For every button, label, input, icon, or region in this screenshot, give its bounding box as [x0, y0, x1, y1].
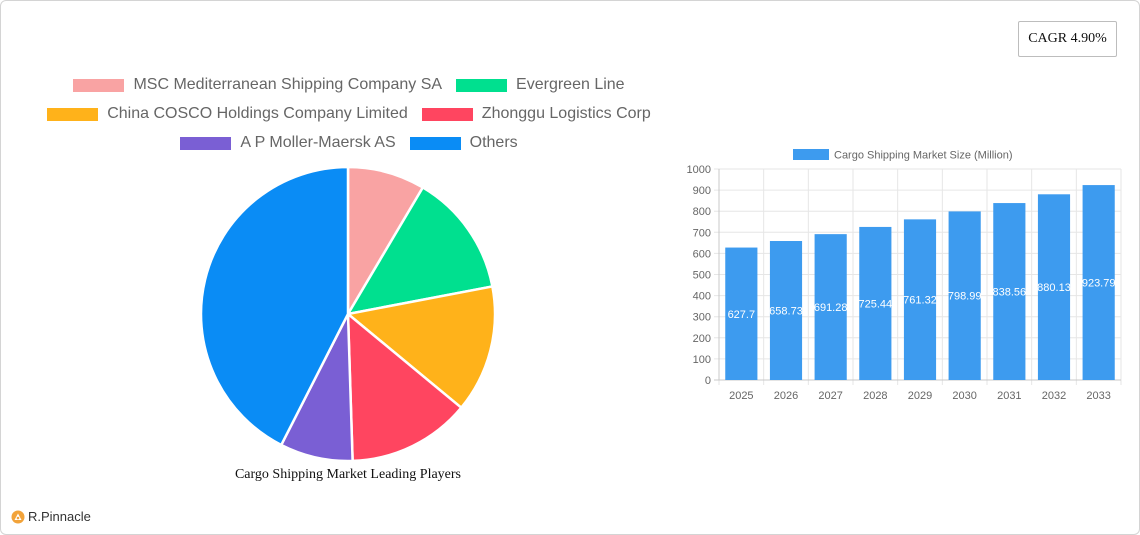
bar[interactable]: [725, 247, 758, 380]
bar[interactable]: [769, 241, 803, 380]
pie-legend-item[interactable]: Others: [409, 134, 518, 152]
legend-swatch: [73, 78, 125, 92]
x-tick-label: 2026: [774, 390, 798, 402]
y-tick-label: 100: [693, 354, 711, 366]
x-tick-label: 2032: [1042, 390, 1066, 402]
pie-legend-item[interactable]: MSC Mediterranean Shipping Company SA: [73, 76, 442, 94]
pie-legend-item[interactable]: Evergreen Line: [456, 76, 625, 94]
bar-legend: Cargo Shipping Market Size (Million): [793, 149, 1013, 162]
y-tick-label: 600: [693, 248, 711, 260]
legend-label: China COSCO Holdings Company Limited: [107, 105, 408, 122]
x-tick-label: 2028: [863, 390, 887, 402]
bar-legend-label: Cargo Shipping Market Size (Million): [834, 150, 1013, 162]
bar-value-label: 923.79: [1082, 278, 1116, 290]
bar[interactable]: [859, 226, 892, 380]
pie-slice[interactable]: [346, 311, 464, 463]
legend-swatch: [409, 136, 461, 150]
bar[interactable]: [1037, 194, 1071, 380]
legend-swatch: [421, 107, 473, 121]
y-tick-label: 300: [693, 312, 711, 324]
legend-swatch: [47, 107, 99, 121]
y-tick-label: 400: [693, 291, 711, 303]
y-tick-label: 800: [693, 206, 711, 218]
brand-logo: R.Pinnacle: [11, 509, 91, 524]
x-tick-label: 2027: [818, 390, 842, 402]
y-tick-label: 700: [693, 227, 711, 239]
bar[interactable]: [1082, 185, 1115, 380]
x-tick-label: 2029: [908, 390, 932, 402]
legend-label: Others: [469, 134, 518, 151]
bar-value-label: 627.7: [728, 309, 756, 321]
pie-legend-row: MSC Mediterranean Shipping Company SA Eve…: [0, 74, 698, 96]
bar-value-label: 838.56: [993, 287, 1027, 299]
bar[interactable]: [993, 203, 1026, 380]
brand-name: R.Pinnacle: [28, 509, 91, 524]
bar-value-label: 798.99: [948, 291, 982, 303]
legend-label: MSC Mediterranean Shipping Company SA: [133, 76, 443, 93]
pie-legend-row: A P Moller-Maersk AS Others: [0, 132, 698, 154]
pinnacle-logo-icon: [11, 510, 25, 523]
pie-slice[interactable]: [199, 165, 350, 447]
bar-value-label: 691.28: [814, 302, 848, 314]
legend-swatch: [180, 136, 232, 150]
y-tick-label: 500: [693, 270, 711, 282]
pie-slice[interactable]: [345, 185, 494, 316]
bar[interactable]: [903, 219, 937, 380]
bar-value-label: 761.32: [903, 295, 937, 307]
x-tick-label: 2031: [997, 390, 1021, 402]
y-tick-label: 200: [693, 333, 711, 345]
legend-label: A P Moller-Maersk AS: [240, 134, 396, 151]
pie-chart-title: Cargo Shipping Market Leading Players: [234, 467, 462, 482]
bar-value-label: 880.13: [1037, 282, 1071, 294]
legend-swatch: [456, 78, 508, 92]
x-tick-label: 2025: [729, 390, 753, 402]
y-tick-label: 0: [705, 375, 711, 387]
pie-slice[interactable]: [345, 284, 497, 410]
bar-legend-swatch: [793, 149, 829, 160]
legend-label: Zhonggu Logistics Corp: [481, 105, 651, 122]
legend-label: Evergreen Line: [516, 76, 625, 93]
pie-legend-item[interactable]: A P Moller-Maersk AS: [180, 134, 396, 152]
pie-legend-item[interactable]: China COSCO Holdings Company Limited: [47, 105, 408, 123]
y-tick-label: 1000: [687, 164, 711, 176]
x-tick-label: 2033: [1086, 390, 1110, 402]
y-tick-label: 900: [693, 185, 711, 197]
pie-legend-item[interactable]: Zhonggu Logistics Corp: [421, 105, 651, 123]
pie-legend-row: China COSCO Holdings Company Limited Zhon…: [0, 103, 698, 125]
x-tick-label: 2030: [952, 390, 976, 402]
bar-value-label: 725.44: [859, 298, 893, 310]
bar-value-label: 658.73: [769, 306, 803, 318]
bar[interactable]: [814, 234, 847, 380]
cagr-badge: CAGR 4.90%: [1018, 21, 1117, 57]
bar[interactable]: [948, 211, 981, 380]
